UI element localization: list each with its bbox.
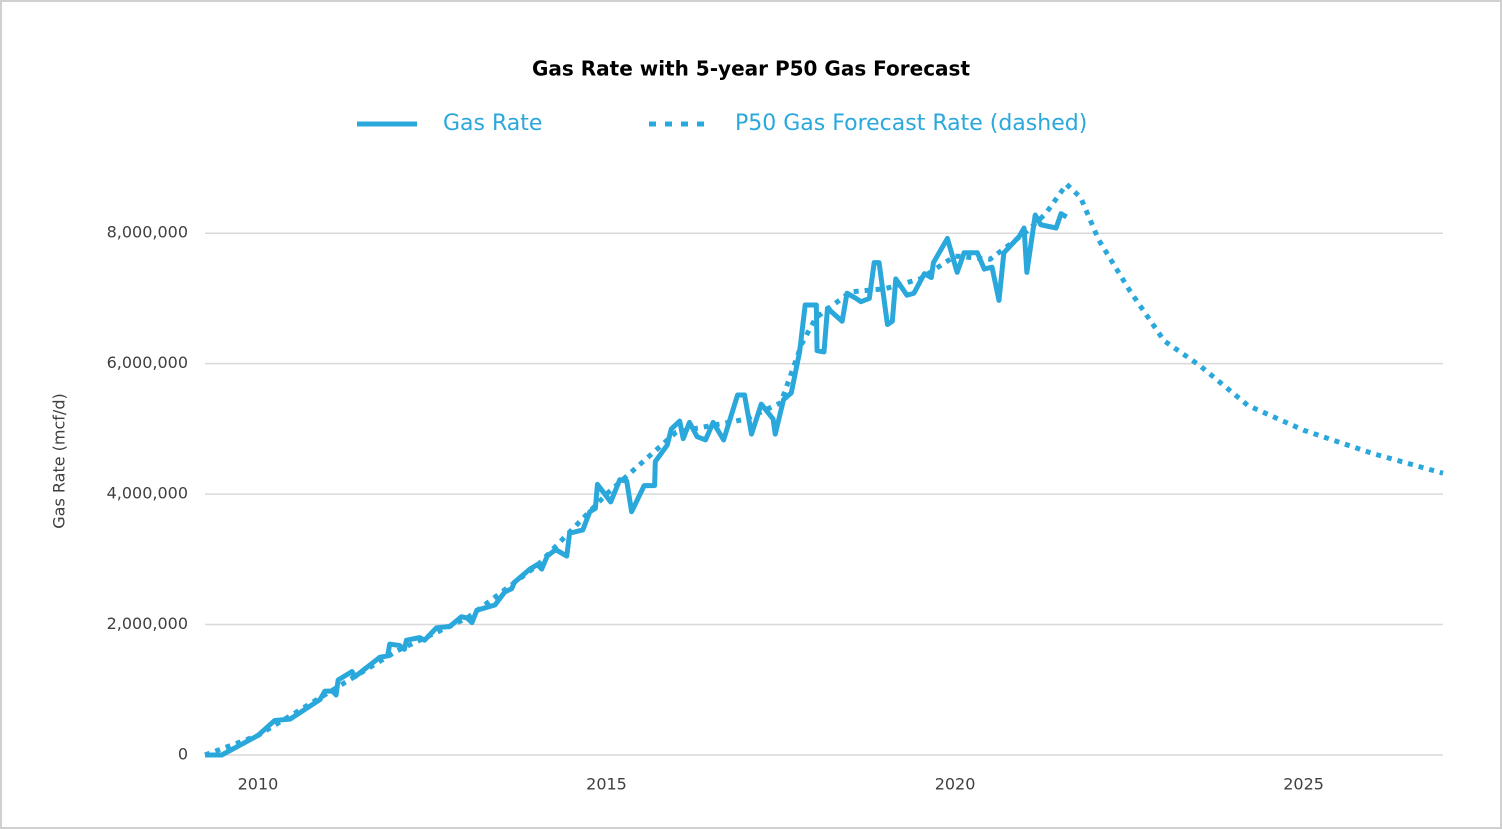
y-axis-label: Gas Rate (mcf/d) <box>50 393 69 528</box>
x-tick-label: 2025 <box>1283 775 1324 794</box>
y-tick-label: 2,000,000 <box>107 614 188 633</box>
y-tick-label: 4,000,000 <box>107 484 188 503</box>
legend-label: P50 Gas Forecast Rate (dashed) <box>735 111 1087 136</box>
legend-label: Gas Rate <box>443 111 542 136</box>
y-tick-label: 8,000,000 <box>107 223 188 242</box>
series-line <box>205 211 1068 758</box>
chart-title: Gas Rate with 5-year P50 Gas Forecast <box>532 57 971 81</box>
x-tick-label: 2015 <box>586 775 627 794</box>
y-tick-label: 6,000,000 <box>107 353 188 372</box>
y-tick-label: 0 <box>178 745 188 764</box>
series-line <box>204 181 1444 758</box>
x-tick-label: 2020 <box>935 775 976 794</box>
x-tick-label: 2010 <box>238 775 279 794</box>
